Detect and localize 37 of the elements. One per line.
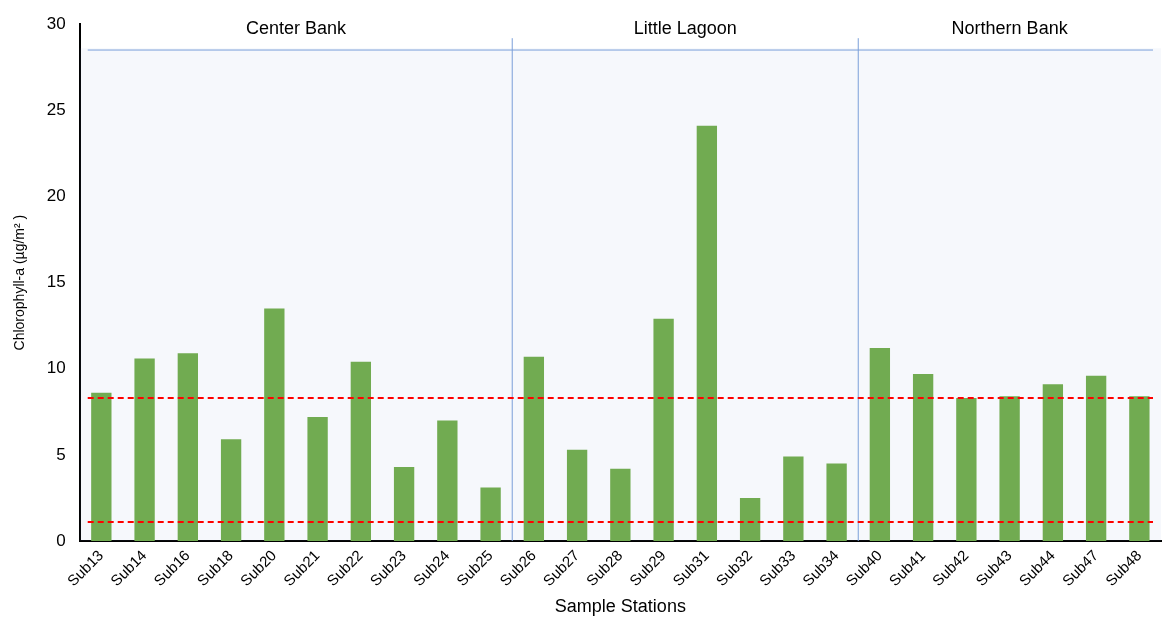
y-tick-label: 0 (56, 530, 66, 550)
bar (1129, 396, 1150, 541)
bar (999, 396, 1020, 541)
bar (783, 456, 804, 541)
y-tick-label: 5 (56, 444, 66, 464)
bar (739, 497, 761, 541)
bar (869, 348, 891, 541)
bar (350, 361, 372, 541)
bar (220, 439, 242, 541)
bar (91, 392, 112, 541)
y-axis-title: Chlorophyll-a (µg/m² ) (11, 214, 28, 351)
bar (1085, 375, 1107, 541)
bar (264, 308, 285, 541)
bar (912, 373, 934, 541)
bar (696, 125, 718, 541)
bar (566, 449, 588, 541)
bar (653, 318, 674, 541)
band-label: Little Lagoon (633, 18, 737, 39)
band-label: Center Bank (245, 18, 347, 39)
x-axis-title: Sample Stations (554, 596, 686, 617)
bar (1042, 384, 1064, 541)
bar (826, 463, 847, 541)
band-label: Northern Bank (951, 18, 1069, 39)
bar (480, 487, 501, 541)
bar (307, 416, 328, 541)
y-tick-label: 20 (46, 186, 66, 206)
bar (956, 398, 977, 541)
bar (437, 420, 458, 541)
y-tick-label: 15 (46, 272, 66, 292)
bar (177, 353, 198, 541)
bar (134, 358, 155, 541)
bar (523, 356, 545, 541)
y-tick-label: 25 (46, 100, 66, 120)
bar (393, 466, 415, 541)
y-tick-label: 30 (46, 13, 66, 33)
bar (610, 468, 631, 541)
y-tick-label: 10 (46, 358, 66, 378)
